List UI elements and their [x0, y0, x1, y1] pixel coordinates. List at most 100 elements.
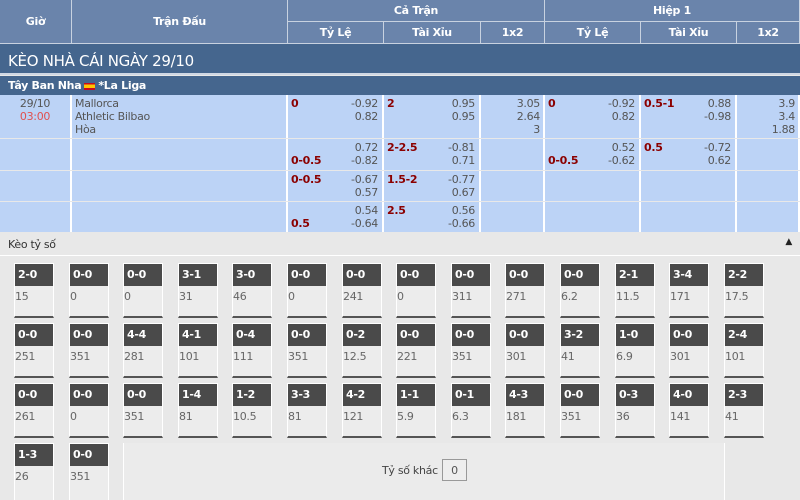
score-card[interactable]: 0-0 0 [69, 263, 109, 318]
score-odds: 351 [124, 410, 145, 423]
collapse-arrow-icon[interactable]: ▲ [785, 237, 792, 247]
score-card[interactable]: 1-4 81 [178, 383, 218, 438]
score-card[interactable]: 2-3 41 [724, 383, 764, 438]
score-card[interactable]: 0-0 271 [505, 263, 545, 318]
score-card[interactable]: 2-4 101 [724, 323, 764, 378]
score-card[interactable]: 2-2 17.5 [724, 263, 764, 318]
score-card[interactable]: 0-0 251 [14, 323, 54, 378]
score-card[interactable]: 1-2 10.5 [232, 383, 272, 438]
score-card[interactable]: 0-0 351 [69, 323, 109, 378]
score-card[interactable]: 0-0 0 [69, 383, 109, 438]
score-card[interactable]: 0-0 301 [669, 323, 709, 378]
h1-handicap-odds-bottom[interactable]: -0.62 [608, 154, 635, 167]
ft-1x2-odds[interactable]: 3.05 [516, 97, 541, 110]
ft-over-under-odds-bottom[interactable]: 0.95 [451, 110, 476, 123]
ft-over-under-odds-bottom[interactable]: 0.71 [451, 154, 476, 167]
score-label: 0-0 [397, 264, 435, 286]
h1-handicap-odds-top[interactable]: 0.52 [611, 141, 636, 154]
score-card[interactable]: 0-0 351 [560, 383, 600, 438]
ft-handicap-line: 0 [291, 97, 299, 110]
score-odds: 141 [670, 410, 691, 423]
score-card[interactable]: 0-0 351 [287, 323, 327, 378]
correct-score-bar[interactable]: Kèo tỷ số ▲ [0, 232, 800, 256]
ft-over-under-odds-bottom[interactable]: -0.66 [448, 217, 475, 230]
ft-handicap-odds-top[interactable]: -0.67 [351, 173, 378, 186]
score-card[interactable]: 1-1 5.9 [396, 383, 436, 438]
ft-over-under-odds-top[interactable]: -0.77 [448, 173, 475, 186]
ft-handicap-odds-bottom[interactable]: 0.57 [354, 186, 379, 199]
away-team[interactable]: Athletic Bilbao [75, 110, 150, 123]
score-label: 4-2 [343, 384, 381, 406]
score-card[interactable]: 4-0 141 [669, 383, 709, 438]
ft-over-under-odds-bottom[interactable]: 0.67 [451, 186, 476, 199]
score-card[interactable]: 0-0 0 [396, 263, 436, 318]
score-label: 3-2 [561, 324, 599, 346]
h1-1x2-odds[interactable]: 1.88 [771, 123, 796, 136]
ft-1x2-odds[interactable]: 3 [533, 123, 540, 136]
ft-over-under-cell: 1.5-2 -0.77 0.67 [384, 171, 481, 201]
score-card[interactable]: 0-1 6.3 [451, 383, 491, 438]
ft-over-under-odds-top[interactable]: 0.56 [451, 204, 476, 217]
ft-handicap-odds-bottom[interactable]: -0.82 [351, 154, 378, 167]
score-card[interactable]: 0-0 301 [505, 323, 545, 378]
score-card[interactable]: 3-3 81 [287, 383, 327, 438]
score-card[interactable]: 0-4 111 [232, 323, 272, 378]
score-card[interactable]: 2-1 11.5 [615, 263, 655, 318]
ft-over-under-cell: 2 0.95 0.95 [384, 95, 481, 138]
score-card[interactable]: 0-3 36 [615, 383, 655, 438]
score-card[interactable]: 0-0 221 [396, 323, 436, 378]
score-card[interactable]: 0-0 241 [342, 263, 382, 318]
match-cell [72, 139, 288, 170]
score-card[interactable]: 1-3 26 [14, 443, 54, 500]
score-card[interactable]: 2-0 15 [14, 263, 54, 318]
score-card[interactable]: 0-0 351 [69, 443, 109, 500]
ft-handicap-odds-top[interactable]: -0.92 [351, 97, 378, 110]
h1-over-under-odds-bottom[interactable]: 0.62 [707, 154, 732, 167]
score-label: 3-4 [670, 264, 708, 286]
score-card[interactable]: 1-0 6.9 [615, 323, 655, 378]
h1-over-under-odds-top[interactable]: -0.72 [704, 141, 731, 154]
score-card[interactable]: 0-0 6.2 [560, 263, 600, 318]
score-card[interactable]: 0-0 351 [123, 383, 163, 438]
home-team[interactable]: Mallorca [75, 97, 119, 110]
score-odds: 111 [233, 350, 254, 363]
score-card[interactable]: 4-2 121 [342, 383, 382, 438]
score-card[interactable]: 0-2 12.5 [342, 323, 382, 378]
score-card[interactable]: 3-4 171 [669, 263, 709, 318]
other-score-panel: Tỷ số khác 0 [123, 443, 725, 500]
h1-1x2-odds[interactable]: 3.9 [778, 97, 795, 110]
h1-handicap-odds-bottom[interactable]: 0.82 [611, 110, 636, 123]
ft-1x2-odds[interactable]: 2.64 [516, 110, 541, 123]
score-odds: 11.5 [616, 290, 640, 303]
ft-handicap-odds-top[interactable]: 0.54 [354, 204, 379, 217]
score-card[interactable]: 4-4 281 [123, 323, 163, 378]
score-card[interactable]: 4-1 101 [178, 323, 218, 378]
score-card[interactable]: 3-1 31 [178, 263, 218, 318]
score-card[interactable]: 0-0 261 [14, 383, 54, 438]
h1-1x2-odds[interactable]: 3.4 [778, 110, 795, 123]
score-label: 0-0 [288, 264, 326, 286]
ft-handicap-odds-top[interactable]: 0.72 [354, 141, 379, 154]
score-card[interactable]: 0-0 0 [123, 263, 163, 318]
ft-over-under-line: 2 [387, 97, 395, 110]
score-card[interactable]: 4-3 181 [505, 383, 545, 438]
odds-row: 0.5 0.54 -0.64 2.5 0.56 -0.66 [0, 202, 800, 232]
score-card[interactable]: 3-2 41 [560, 323, 600, 378]
h1-handicap-odds-top[interactable]: -0.92 [608, 97, 635, 110]
score-card[interactable]: 0-0 311 [451, 263, 491, 318]
h1-over-under-odds-top[interactable]: 0.88 [707, 97, 732, 110]
score-card[interactable]: 0-0 351 [451, 323, 491, 378]
league-header[interactable]: Tây Ban Nha *La Liga [0, 76, 800, 95]
score-label: 0-0 [15, 324, 53, 346]
score-odds: 41 [561, 350, 575, 363]
score-card[interactable]: 0-0 0 [287, 263, 327, 318]
ft-over-under-odds-top[interactable]: 0.95 [451, 97, 476, 110]
score-card[interactable]: 3-0 46 [232, 263, 272, 318]
ft-over-under-odds-top[interactable]: -0.81 [448, 141, 475, 154]
score-odds: 26 [15, 470, 29, 483]
score-label: 4-4 [124, 324, 162, 346]
ft-handicap-odds-bottom[interactable]: -0.64 [351, 217, 378, 230]
h1-over-under-odds-bottom[interactable]: -0.98 [704, 110, 731, 123]
score-label: 0-0 [124, 264, 162, 286]
ft-handicap-odds-bottom[interactable]: 0.82 [354, 110, 379, 123]
